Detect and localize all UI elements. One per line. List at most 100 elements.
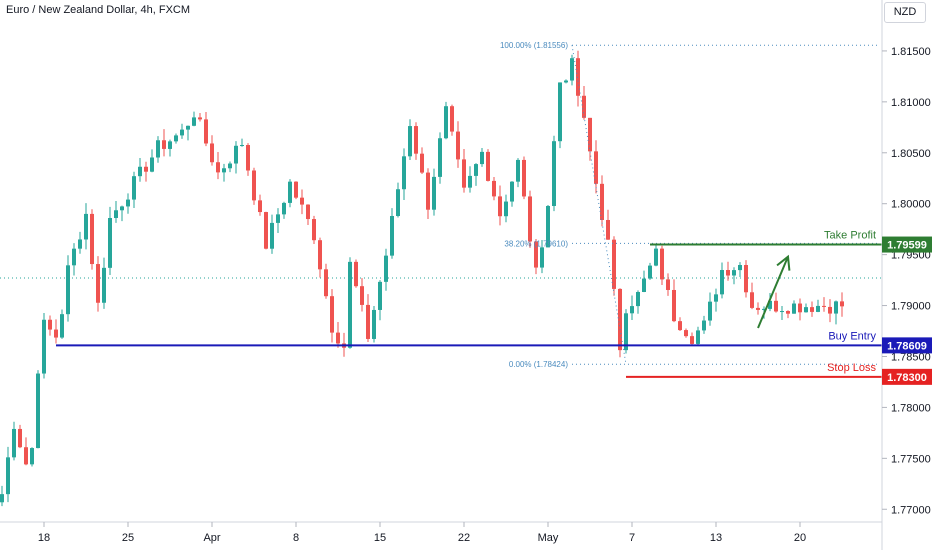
candle xyxy=(180,123,184,139)
candle-body xyxy=(162,140,166,149)
candle-body xyxy=(360,286,364,305)
candle xyxy=(24,437,28,466)
candle-body xyxy=(606,219,610,240)
candle-body xyxy=(276,214,280,223)
candle xyxy=(360,278,364,312)
time-axis[interactable]: 18 25 Apr 8 15 22 May 7 13 20 xyxy=(38,522,806,544)
candle-body xyxy=(456,131,460,160)
candle xyxy=(666,273,670,296)
candle-body xyxy=(768,300,772,309)
candle xyxy=(828,299,832,323)
candle-body xyxy=(366,304,370,339)
candle-body xyxy=(270,222,274,249)
candle xyxy=(444,101,448,140)
candle-body xyxy=(666,279,670,290)
candle xyxy=(426,168,430,219)
candle xyxy=(66,255,70,322)
take-profit-label: Take Profit xyxy=(824,230,876,242)
candle xyxy=(396,182,400,218)
candle xyxy=(564,79,568,84)
candle xyxy=(36,370,40,449)
fibonacci-retracement[interactable]: 100.00% (1.81556) 38.20% (1.79610) 0.00% (… xyxy=(500,41,880,369)
candle xyxy=(198,113,202,122)
candle-body xyxy=(252,170,256,201)
candle-body xyxy=(156,140,160,158)
candle xyxy=(420,147,424,174)
candle-body xyxy=(312,219,316,241)
candle-body xyxy=(672,289,676,322)
candle-body xyxy=(780,311,784,313)
candle-body xyxy=(144,166,148,172)
candle xyxy=(462,149,466,193)
x-tick-label: 20 xyxy=(794,532,806,544)
candle xyxy=(0,485,4,507)
candle-body xyxy=(180,129,184,136)
candle xyxy=(414,122,418,160)
candle xyxy=(108,206,112,275)
candle-body xyxy=(588,117,592,152)
candle xyxy=(240,138,244,147)
candle-body xyxy=(168,141,172,149)
candle xyxy=(468,166,472,193)
candle-body xyxy=(756,307,760,310)
candle xyxy=(138,157,142,182)
candle xyxy=(756,302,760,315)
candle-body xyxy=(222,168,226,173)
candle xyxy=(624,309,628,354)
trade-levels[interactable]: Take Profit Buy Entry Stop Loss xyxy=(56,230,882,378)
stop-loss-badge xyxy=(882,368,932,385)
candle-body xyxy=(570,58,574,81)
candle-body xyxy=(126,199,130,207)
y-tick-label: 1.79500 xyxy=(891,250,931,262)
y-tick-label: 1.77500 xyxy=(891,453,931,465)
candle xyxy=(18,424,22,449)
candle xyxy=(432,168,436,216)
candle xyxy=(804,303,808,313)
candle xyxy=(258,194,262,216)
candle xyxy=(678,317,682,331)
projection-arrow xyxy=(757,254,791,329)
candle-body xyxy=(654,248,658,266)
candle xyxy=(204,112,208,147)
candle xyxy=(192,111,196,127)
candle xyxy=(570,54,574,86)
candle-body xyxy=(696,330,700,344)
candle-body xyxy=(816,305,820,312)
candle-body xyxy=(336,332,340,344)
candle-body xyxy=(738,265,742,271)
candle xyxy=(222,163,226,182)
price-axis[interactable]: 1.81500 1.81000 1.80500 1.80000 1.79500 1.790… xyxy=(882,46,931,516)
candle xyxy=(474,163,478,186)
candle-body xyxy=(108,217,112,268)
candle xyxy=(684,328,688,338)
candle-body xyxy=(0,494,4,503)
candle xyxy=(534,239,538,275)
candle xyxy=(498,185,502,226)
candle-body xyxy=(558,82,562,142)
candle-body xyxy=(798,303,802,313)
candle-body xyxy=(408,126,412,157)
candle-body xyxy=(714,294,718,302)
candle xyxy=(714,288,718,312)
y-tick-label: 1.78500 xyxy=(891,351,931,363)
candle-body xyxy=(840,301,844,307)
candle xyxy=(708,292,712,326)
candle-body xyxy=(516,159,520,182)
currency-button[interactable]: NZD xyxy=(884,2,926,23)
candle-body xyxy=(762,308,766,310)
candle xyxy=(156,136,160,163)
candle-body xyxy=(240,145,244,147)
candle xyxy=(528,190,532,248)
candle xyxy=(504,194,508,223)
candle-body xyxy=(348,261,352,348)
candle-body xyxy=(198,117,202,120)
candle-body xyxy=(552,141,556,206)
candle xyxy=(102,257,106,309)
candle-body xyxy=(624,313,628,351)
candle-body xyxy=(306,204,310,220)
candle xyxy=(588,117,592,161)
candle-body xyxy=(264,212,268,249)
candle-body xyxy=(612,239,616,289)
fib-level-label: 38.20% (1.79610) xyxy=(504,239,568,248)
